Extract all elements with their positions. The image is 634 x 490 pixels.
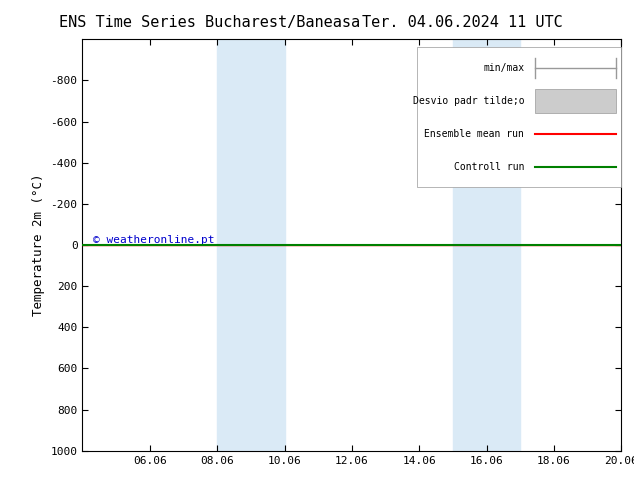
- Text: Ter. 04.06.2024 11 UTC: Ter. 04.06.2024 11 UTC: [363, 15, 563, 30]
- FancyBboxPatch shape: [417, 48, 621, 187]
- Bar: [453, 39, 521, 451]
- Text: © weatheronline.pt: © weatheronline.pt: [93, 235, 215, 245]
- Bar: [535, 89, 616, 113]
- Text: Desvio padr tilde;o: Desvio padr tilde;o: [413, 96, 524, 106]
- Text: Controll run: Controll run: [454, 162, 524, 172]
- Text: min/max: min/max: [483, 63, 524, 73]
- Bar: [217, 39, 285, 451]
- Text: ENS Time Series Bucharest/Baneasa: ENS Time Series Bucharest/Baneasa: [59, 15, 359, 30]
- Text: Ensemble mean run: Ensemble mean run: [424, 129, 524, 139]
- Y-axis label: Temperature 2m (°C): Temperature 2m (°C): [32, 174, 45, 316]
